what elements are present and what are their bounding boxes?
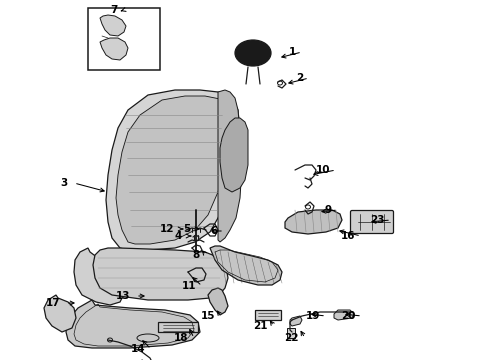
Text: 1: 1 bbox=[289, 47, 296, 57]
Text: 12: 12 bbox=[160, 224, 174, 234]
Bar bbox=[158, 322, 198, 332]
Polygon shape bbox=[100, 38, 128, 60]
Text: 19: 19 bbox=[306, 311, 320, 321]
Text: 15: 15 bbox=[200, 311, 215, 321]
Text: 6: 6 bbox=[211, 226, 218, 236]
Text: 18: 18 bbox=[173, 333, 188, 343]
Text: 5: 5 bbox=[183, 224, 190, 234]
Text: 11: 11 bbox=[181, 281, 196, 291]
Polygon shape bbox=[290, 316, 302, 326]
Text: 7: 7 bbox=[111, 5, 118, 15]
Text: 4: 4 bbox=[174, 231, 182, 241]
Polygon shape bbox=[208, 288, 228, 315]
Text: 10: 10 bbox=[316, 165, 330, 175]
FancyBboxPatch shape bbox=[350, 211, 393, 234]
Text: 3: 3 bbox=[61, 178, 68, 188]
Text: 16: 16 bbox=[341, 231, 355, 241]
Bar bbox=[287, 328, 295, 338]
Text: 13: 13 bbox=[116, 291, 130, 301]
Polygon shape bbox=[116, 96, 230, 244]
Text: 2: 2 bbox=[296, 73, 303, 83]
Polygon shape bbox=[74, 248, 125, 305]
Polygon shape bbox=[210, 246, 282, 285]
Polygon shape bbox=[334, 310, 354, 320]
Polygon shape bbox=[218, 90, 242, 242]
Text: 22: 22 bbox=[285, 333, 299, 343]
Bar bbox=[255, 310, 281, 320]
Polygon shape bbox=[220, 118, 248, 192]
Text: 21: 21 bbox=[253, 321, 268, 331]
Polygon shape bbox=[106, 90, 240, 250]
Text: 14: 14 bbox=[130, 344, 145, 354]
Ellipse shape bbox=[235, 40, 271, 66]
Polygon shape bbox=[100, 15, 126, 36]
Text: 20: 20 bbox=[342, 311, 356, 321]
Text: 9: 9 bbox=[325, 205, 332, 215]
Polygon shape bbox=[93, 248, 228, 300]
Text: 17: 17 bbox=[46, 298, 60, 308]
Polygon shape bbox=[66, 300, 200, 348]
Text: 8: 8 bbox=[193, 250, 200, 260]
Polygon shape bbox=[44, 295, 76, 332]
Polygon shape bbox=[285, 210, 342, 234]
Bar bbox=[88, 8, 160, 70]
Text: 23: 23 bbox=[370, 215, 385, 225]
